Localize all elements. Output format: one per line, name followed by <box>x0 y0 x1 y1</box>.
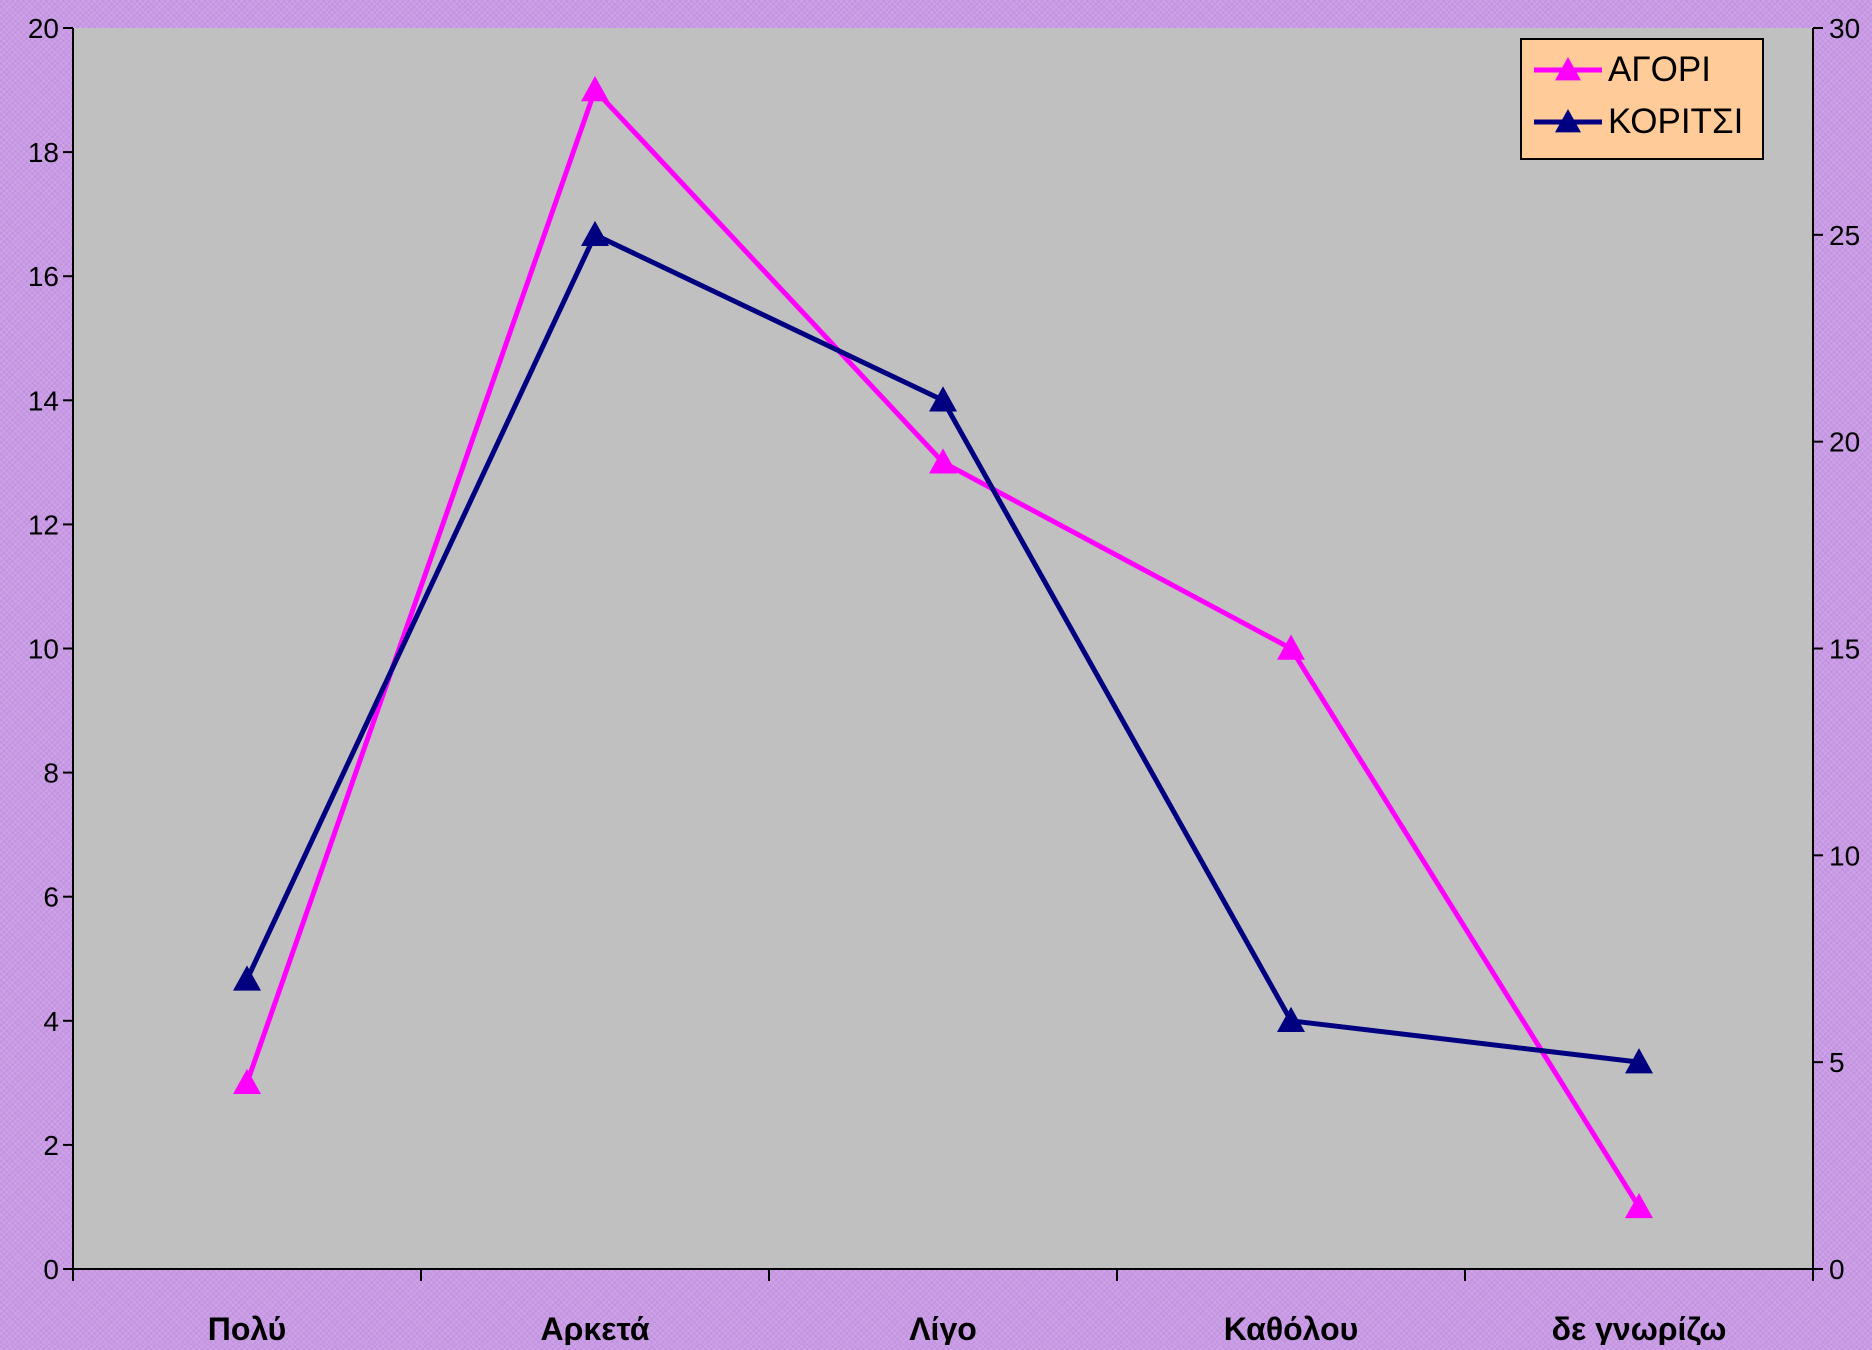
y-right-tick-label: 30 <box>1829 13 1860 44</box>
y-left-tick-label: 14 <box>28 385 59 416</box>
legend-item: ΑΓΟΡΙ <box>1532 50 1711 90</box>
x-tick-label: Λίγο <box>909 1311 977 1345</box>
data-point-1 <box>1625 1192 1653 1219</box>
y-left-tick-label: 20 <box>28 13 59 44</box>
y-left-tick-label: 0 <box>43 1254 59 1285</box>
y-right-tick-label: 20 <box>1829 427 1860 458</box>
x-tick-label: δε γνωρίζω <box>1552 1311 1727 1345</box>
data-point-1 <box>1277 634 1305 660</box>
x-tick-label: Καθόλου <box>1224 1311 1358 1345</box>
y-right-tick-label: 10 <box>1829 840 1860 871</box>
data-point-1 <box>929 448 957 474</box>
y-right-tick-label: 15 <box>1829 634 1860 665</box>
y-left-tick-label: 18 <box>28 137 59 168</box>
x-tick-label: Αρκετά <box>541 1311 650 1345</box>
y-right-tick-label: 0 <box>1829 1254 1845 1285</box>
y-left-tick-label: 12 <box>28 509 59 540</box>
legend-label: ΑΓΟΡΙ <box>1608 50 1711 89</box>
legend-swatch <box>1534 109 1602 133</box>
y-left-tick-label: 10 <box>28 634 59 665</box>
legend-item: ΚΟΡΙΤΣΙ <box>1532 102 1743 142</box>
y-right-tick-label: 25 <box>1829 220 1860 251</box>
data-point-2 <box>581 220 609 247</box>
data-point-2 <box>1625 1048 1653 1074</box>
y-left-tick-label: 4 <box>43 1006 59 1037</box>
y-left-tick-label: 8 <box>43 758 59 789</box>
data-point-2 <box>233 965 261 991</box>
y-left-tick-label: 16 <box>28 261 59 292</box>
legend-label: ΚΟΡΙΤΣΙ <box>1608 102 1744 141</box>
legend: ΑΓΟΡΙ ΚΟΡΙΤΣΙ <box>1520 38 1764 160</box>
y-left-tick-label: 6 <box>43 882 59 913</box>
x-tick-label: Πολύ <box>208 1311 287 1345</box>
data-point-2 <box>1277 1006 1305 1032</box>
data-point-1 <box>233 1068 261 1095</box>
y-right-tick-label: 5 <box>1829 1047 1845 1078</box>
data-point-2 <box>929 386 957 412</box>
legend-swatch <box>1534 57 1602 81</box>
data-point-1 <box>581 76 609 102</box>
plot-area <box>73 28 1813 1269</box>
y-left-tick-label: 2 <box>43 1130 59 1161</box>
